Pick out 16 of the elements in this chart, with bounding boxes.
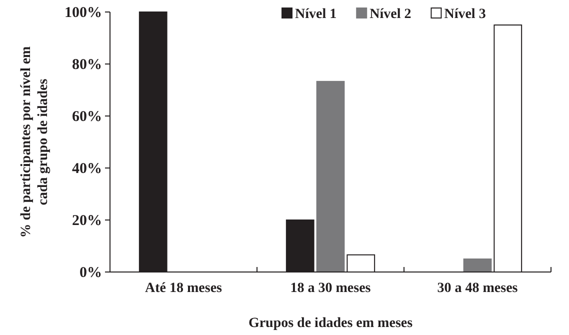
y-tick-label: 0%	[80, 264, 102, 281]
bar	[316, 80, 345, 272]
x-axis-title: Grupos de idades em meses	[248, 316, 414, 331]
x-tick-label: Até 18 meses	[145, 280, 223, 296]
x-tick-label: 18 a 30 meses	[290, 280, 372, 296]
legend-label: Nível 2	[370, 7, 412, 22]
legend-label: Nível 3	[444, 7, 486, 22]
x-tick-label: 30 a 48 meses	[437, 280, 518, 296]
y-tick-label: 80%	[72, 56, 102, 73]
y-axis-title: % de participantes por nível em cada grupo de idades	[19, 46, 51, 238]
y-tick-label: 60%	[72, 108, 102, 125]
bar	[463, 258, 492, 272]
y-tick-label: 20%	[72, 212, 102, 229]
y-tick-label: 40%	[72, 160, 102, 177]
y-tick-label: 100%	[64, 4, 102, 21]
legend-label: Nível 1	[295, 7, 337, 22]
